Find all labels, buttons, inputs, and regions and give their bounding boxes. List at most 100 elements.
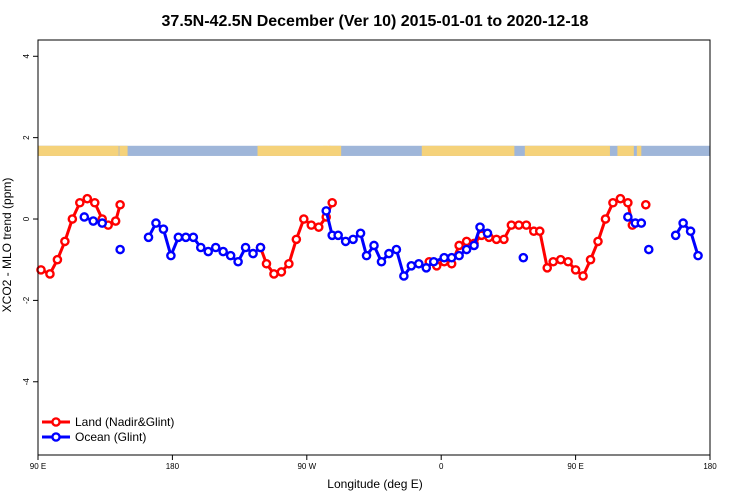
- data-point: [67, 214, 78, 224]
- data-point: [482, 228, 493, 239]
- data-point: [143, 232, 154, 243]
- series-line: [428, 197, 634, 278]
- ocean-band: [38, 145, 710, 156]
- data-point: [225, 250, 236, 261]
- land-segment: [257, 145, 328, 156]
- data-point: [369, 240, 379, 251]
- data-point: [75, 197, 85, 208]
- data-point: [454, 250, 464, 261]
- data-point: [608, 197, 618, 208]
- land-segment: [421, 145, 515, 156]
- land-segment: [636, 145, 642, 156]
- data-point: [578, 271, 588, 281]
- legend-label: Land (Nadir&Glint): [75, 415, 174, 429]
- data-point: [36, 265, 46, 275]
- data-point: [499, 234, 509, 245]
- data-point: [210, 242, 221, 253]
- data-point: [321, 206, 332, 216]
- y-axis-label: XCO2 - MLO trend (ppm): [0, 178, 14, 313]
- data-point: [518, 252, 529, 263]
- data-point: [391, 244, 402, 255]
- data-point: [240, 242, 251, 253]
- data-point: [399, 271, 409, 281]
- data-point: [355, 228, 366, 239]
- data-point: [110, 216, 121, 226]
- data-point: [461, 236, 472, 247]
- data-point: [52, 254, 63, 265]
- data-point: [269, 269, 279, 279]
- x-tick-label: 90 E: [567, 462, 583, 471]
- legend-marker: [51, 432, 61, 442]
- plot-frame: [37, 39, 711, 456]
- data-point: [60, 236, 70, 247]
- land-ocean-mask: [38, 145, 710, 156]
- data-point: [115, 244, 125, 255]
- land-segment: [119, 145, 128, 156]
- y-tick-label: -4: [22, 378, 31, 386]
- data-point: [491, 234, 502, 245]
- x-axis-label: Longitude (deg E): [327, 477, 422, 491]
- x-tick-label: 90 E: [30, 462, 46, 471]
- x-tick-label: 180: [703, 462, 717, 471]
- data-point: [361, 250, 372, 261]
- data-point: [413, 258, 424, 269]
- data-point: [333, 230, 343, 241]
- data-point: [615, 193, 626, 204]
- data-point: [693, 250, 703, 261]
- data-point: [406, 261, 417, 271]
- land-segment: [617, 145, 634, 156]
- data-point: [475, 222, 485, 232]
- series-land: [36, 193, 651, 281]
- data-point: [670, 230, 681, 241]
- x-tick-label: 0: [439, 462, 444, 471]
- data-point: [593, 236, 603, 247]
- data-point: [327, 197, 337, 208]
- x-tick-label: 90 W: [297, 462, 316, 471]
- data-point: [195, 242, 206, 253]
- y-axis: 4 2 0 -2 -4: [22, 54, 38, 386]
- data-point: [203, 246, 214, 257]
- data-point: [248, 248, 258, 259]
- data-point: [188, 232, 199, 243]
- data-point: [514, 220, 524, 230]
- data-point: [284, 258, 294, 269]
- data-point: [79, 212, 90, 222]
- x-tick-label: 180: [166, 462, 180, 471]
- data-point: [623, 197, 633, 208]
- data-point: [643, 244, 654, 255]
- data-point: [89, 197, 100, 208]
- series-line: [674, 221, 700, 257]
- y-tick-label: 0: [22, 216, 31, 221]
- series-ocean: [79, 206, 703, 281]
- data-point: [421, 263, 432, 273]
- data-point: [461, 244, 472, 255]
- legend: Land (Nadir&Glint)Ocean (Glint): [42, 415, 174, 444]
- data-point: [534, 226, 545, 237]
- data-point: [685, 226, 696, 237]
- data-point: [446, 252, 457, 263]
- land-segment: [524, 145, 610, 156]
- data-point: [570, 265, 581, 275]
- data-point: [166, 250, 176, 261]
- data-point: [158, 224, 169, 234]
- legend-marker: [51, 417, 61, 427]
- data-point: [88, 216, 99, 226]
- data-point: [585, 254, 596, 265]
- data-point: [376, 256, 387, 267]
- data-point: [563, 256, 573, 267]
- data-point: [291, 234, 302, 245]
- y-tick-label: 4: [22, 54, 31, 59]
- data-point: [45, 269, 55, 279]
- land-segment: [323, 145, 342, 156]
- data-point: [115, 199, 125, 210]
- data-point: [600, 214, 611, 224]
- data-point: [233, 256, 243, 267]
- x-axis: 90 E 180 90 W 0 90 E 180: [30, 455, 717, 471]
- data-point: [469, 240, 479, 251]
- data-point: [506, 220, 517, 230]
- y-tick-label: 2: [22, 135, 31, 140]
- data-point: [439, 252, 449, 263]
- data-point: [640, 199, 651, 210]
- data-point: [542, 263, 553, 273]
